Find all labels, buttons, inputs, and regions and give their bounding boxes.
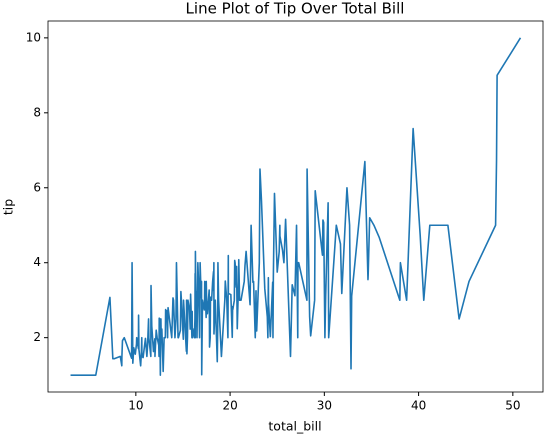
y-tick-label: 8	[33, 105, 41, 119]
x-axis-label: total_bill	[268, 419, 321, 434]
y-axis-label: tip	[1, 199, 16, 215]
x-tick-label: 50	[505, 399, 520, 413]
x-tick-label: 20	[222, 399, 237, 413]
x-tick-label: 10	[128, 399, 143, 413]
x-tick-label: 40	[411, 399, 426, 413]
y-tick-label: 10	[26, 30, 41, 44]
x-tick-label: 30	[317, 399, 332, 413]
y-tick-label: 2	[33, 330, 41, 344]
y-tick-label: 6	[33, 180, 41, 194]
plot-frame	[47, 20, 544, 393]
chart-title: Line Plot of Tip Over Total Bill	[186, 0, 405, 18]
y-tick-label: 4	[33, 255, 41, 269]
line	[70, 37, 522, 376]
